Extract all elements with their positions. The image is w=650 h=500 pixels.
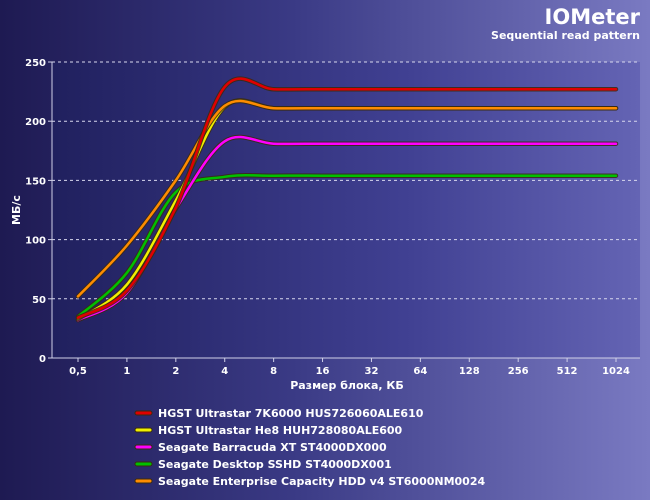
axes bbox=[51, 62, 640, 359]
legend-label: HGST Ultrastar 7K6000 HUS726060ALE610 bbox=[158, 407, 424, 420]
x-tick-label: 128 bbox=[459, 366, 480, 377]
y-tick-label: 250 bbox=[25, 58, 46, 69]
x-tick-labels: 0,5 1 2 4 8 16 32 64 128 256 512 1024 bbox=[69, 358, 630, 377]
legend-label: Seagate Enterprise Capacity HDD v4 ST600… bbox=[158, 475, 485, 488]
x-tick-label: 64 bbox=[413, 366, 427, 377]
grid-lines bbox=[52, 61, 640, 300]
chart-subtitle: Sequential read pattern bbox=[491, 29, 640, 42]
y-tick-label: 100 bbox=[25, 236, 46, 247]
y-axis-title: МБ/с bbox=[10, 195, 23, 225]
x-axis-title: Размер блока, КБ bbox=[290, 379, 404, 392]
x-tick-label: 8 bbox=[270, 366, 277, 377]
x-tick-label: 512 bbox=[557, 366, 578, 377]
x-tick-label: 1 bbox=[123, 366, 130, 377]
y-tick-label: 0 bbox=[39, 354, 46, 365]
y-tick-label: 150 bbox=[25, 176, 46, 187]
series-line bbox=[76, 174, 618, 318]
series-line bbox=[76, 99, 618, 298]
y-tick-labels: 0 50 100 150 200 250 bbox=[25, 58, 52, 365]
x-tick-label: 1024 bbox=[602, 366, 630, 377]
series-line bbox=[76, 77, 618, 319]
legend-label: HGST Ultrastar He8 HUH728080ALE600 bbox=[158, 424, 403, 437]
series-lines bbox=[75, 76, 619, 323]
plot-area bbox=[52, 62, 640, 358]
x-tick-label: 256 bbox=[508, 366, 529, 377]
y-tick-label: 50 bbox=[32, 295, 46, 306]
x-tick-label: 2 bbox=[172, 366, 179, 377]
chart-title: IOMeter bbox=[545, 5, 641, 29]
legend-label: Seagate Barracuda XT ST4000DX000 bbox=[158, 441, 387, 454]
x-tick-label: 16 bbox=[316, 366, 330, 377]
legend: HGST Ultrastar 7K6000 HUS726060ALE610 HGS… bbox=[134, 407, 485, 488]
x-tick-label: 0,5 bbox=[69, 366, 87, 377]
legend-label: Seagate Desktop SSHD ST4000DX001 bbox=[158, 458, 392, 471]
x-tick-label: 4 bbox=[221, 366, 228, 377]
x-tick-label: 32 bbox=[364, 366, 378, 377]
y-tick-label: 200 bbox=[25, 117, 46, 128]
